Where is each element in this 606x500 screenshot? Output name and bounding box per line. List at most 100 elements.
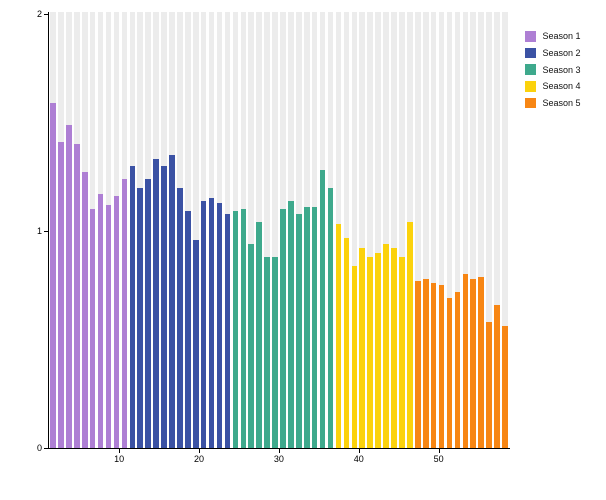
background-stripe [399,12,405,448]
background-stripe [494,12,500,448]
background-stripe [375,12,381,448]
chart-bar-season3-ep9 [296,213,302,448]
background-stripe [454,12,461,448]
background-stripe [359,12,366,448]
background-stripe [367,12,373,448]
legend-item-season-5: Season 5 [525,95,581,112]
chart-bar-season5-ep6 [454,291,461,448]
chart-bar-season5-ep4 [438,285,445,448]
background-stripe [272,12,278,448]
y-tick-label: 2 [36,9,42,19]
chart-bar-season3-ep1 [232,211,239,448]
chart-bar-season5-ep2 [422,278,429,448]
legend-swatch [525,64,536,75]
chart-bar-season4-ep8 [391,248,397,448]
x-axis-tick [438,449,440,453]
chart-bar-season3-ep2 [240,209,247,448]
chart-bar-season5-ep1 [414,280,421,448]
chart-bar-season2-ep5 [161,165,167,448]
chart-bar-season3-ep13 [327,187,334,448]
legend-label: Season 2 [542,48,581,59]
chart-bar-season2-ep9 [192,239,199,448]
background-stripe [462,12,469,448]
legend-item-season-4: Season 4 [525,78,581,95]
background-stripe [430,12,437,448]
chart-bar-season3-ep3 [248,244,255,448]
background-stripe [438,12,445,448]
legend-item-season-3: Season 3 [525,61,581,78]
background-stripe [248,12,255,448]
chart-bar-season5-ep8 [470,278,477,448]
chart-bar-season3-ep7 [280,209,286,448]
chart-bar-season5-ep11 [494,304,500,448]
chart-bar-season4-ep6 [375,252,381,448]
background-stripe [414,12,421,448]
y-tick-label: 0 [36,443,42,453]
y-axis-line [48,12,49,449]
chart-bar-season2-ep3 [145,178,151,448]
x-tick-label: 10 [114,454,125,464]
chart-bar-season2-ep1 [129,165,136,448]
background-stripe [192,12,199,448]
x-tick-label: 50 [433,454,444,464]
chart-bar-season5-ep9 [478,276,484,448]
background-stripe [343,12,350,448]
chart-bar-season3-ep5 [264,257,270,448]
chart-bar-season2-ep13 [224,213,231,448]
background-stripe [486,12,492,448]
chart-bar-season4-ep10 [407,222,413,448]
chart-bar-season4-ep4 [359,248,366,448]
chart-bar-season1-ep1 [50,102,56,448]
chart-bar-season3-ep4 [256,222,262,448]
y-axis-tick [44,231,48,232]
background-stripe [351,12,358,448]
legend-swatch [525,81,536,92]
chart-bar-season1-ep3 [66,124,72,448]
chart-bar-season5-ep3 [430,283,437,448]
chart-bar-season3-ep10 [303,207,310,448]
background-stripe [446,12,453,448]
y-axis-tick [44,448,48,449]
x-axis-tick [358,449,360,453]
background-stripe [422,12,429,448]
legend-label: Season 5 [542,98,581,109]
chart-bar-season5-ep12 [502,326,508,448]
chart-bar-season1-ep10 [121,178,128,448]
chart-bar-season4-ep9 [399,257,405,448]
chart-bar-season2-ep7 [177,187,183,448]
background-stripe [470,12,477,448]
chart-bar-season4-ep7 [383,244,389,448]
x-axis-line [48,448,510,449]
chart-bar-season1-ep4 [73,144,80,448]
chart-bar-season3-ep6 [272,257,278,448]
legend-item-season-2: Season 2 [525,45,581,62]
x-axis-tick [278,449,280,453]
chart-bar-season1-ep5 [81,172,88,448]
y-tick-label: 1 [36,226,42,236]
legend-swatch [525,97,536,109]
background-stripe [383,12,389,448]
chart-bar-season1-ep7 [97,194,104,448]
chart-bar-season5-ep10 [486,322,492,448]
background-stripe [502,12,508,448]
chart-bar-season4-ep3 [351,265,358,448]
background-stripe [264,12,270,448]
chart-bar-season2-ep6 [169,155,175,448]
legend-label: Season 3 [542,64,581,75]
x-tick-label: 30 [273,454,284,464]
legend-swatch [525,47,536,59]
chart-bar-season4-ep5 [367,257,373,448]
chart-bar-season3-ep12 [319,170,326,448]
legend-item-season-1: Season 1 [525,28,581,45]
chart-bar-season1-ep2 [58,142,64,448]
legend-label: Season 1 [542,31,581,42]
chart-bar-season2-ep4 [153,159,159,448]
chart-bar-season1-ep9 [113,196,120,448]
chart-bar-season3-ep8 [288,200,294,448]
chart-bar-season2-ep10 [200,200,207,448]
background-stripe [391,12,397,448]
chart-bar-season1-ep6 [89,209,96,448]
chart-bar-season5-ep5 [446,298,453,448]
